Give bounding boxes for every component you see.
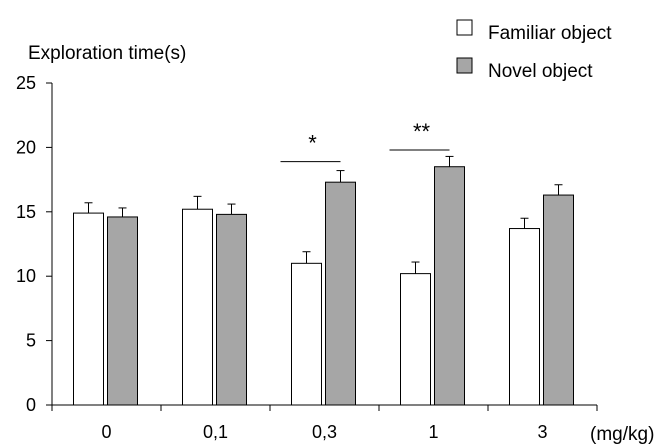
y-tick-label: 25	[16, 73, 36, 93]
legend-swatch-novel	[456, 57, 473, 74]
significance-marker: *	[308, 131, 317, 156]
bar-novel	[325, 181, 356, 406]
bar-familiar	[509, 228, 540, 406]
legend: Familiar object Novel object	[456, 19, 612, 82]
bar-familiar	[400, 273, 431, 406]
bar-familiar	[73, 212, 104, 406]
legend-swatch-familiar	[456, 19, 473, 36]
significance-marker: **	[413, 119, 431, 144]
y-axis-label: Exploration time(s)	[28, 43, 186, 64]
bar-novel	[434, 166, 465, 406]
y-tick-label: 20	[16, 137, 36, 157]
y-tick-label: 15	[16, 202, 36, 222]
x-tick-label: 0	[101, 422, 111, 442]
x-tick-label: 1	[428, 422, 438, 442]
x-tick-label: 3	[537, 422, 547, 442]
x-tick-label: 0,1	[203, 422, 228, 442]
y-tick-label: 10	[16, 266, 36, 286]
legend-label-familiar: Familiar object	[488, 23, 612, 44]
bar-novel	[216, 213, 247, 406]
y-tick-label: 5	[26, 331, 36, 351]
bar-novel	[107, 216, 138, 406]
legend-label-novel: Novel object	[488, 61, 593, 82]
bar-familiar	[182, 208, 213, 406]
y-tick-label: 0	[26, 395, 36, 415]
bar-novel	[543, 194, 574, 406]
x-axis-unit: (mg/kg)	[590, 424, 654, 445]
x-tick-label: 0,3	[312, 422, 337, 442]
bar-familiar	[291, 262, 322, 406]
